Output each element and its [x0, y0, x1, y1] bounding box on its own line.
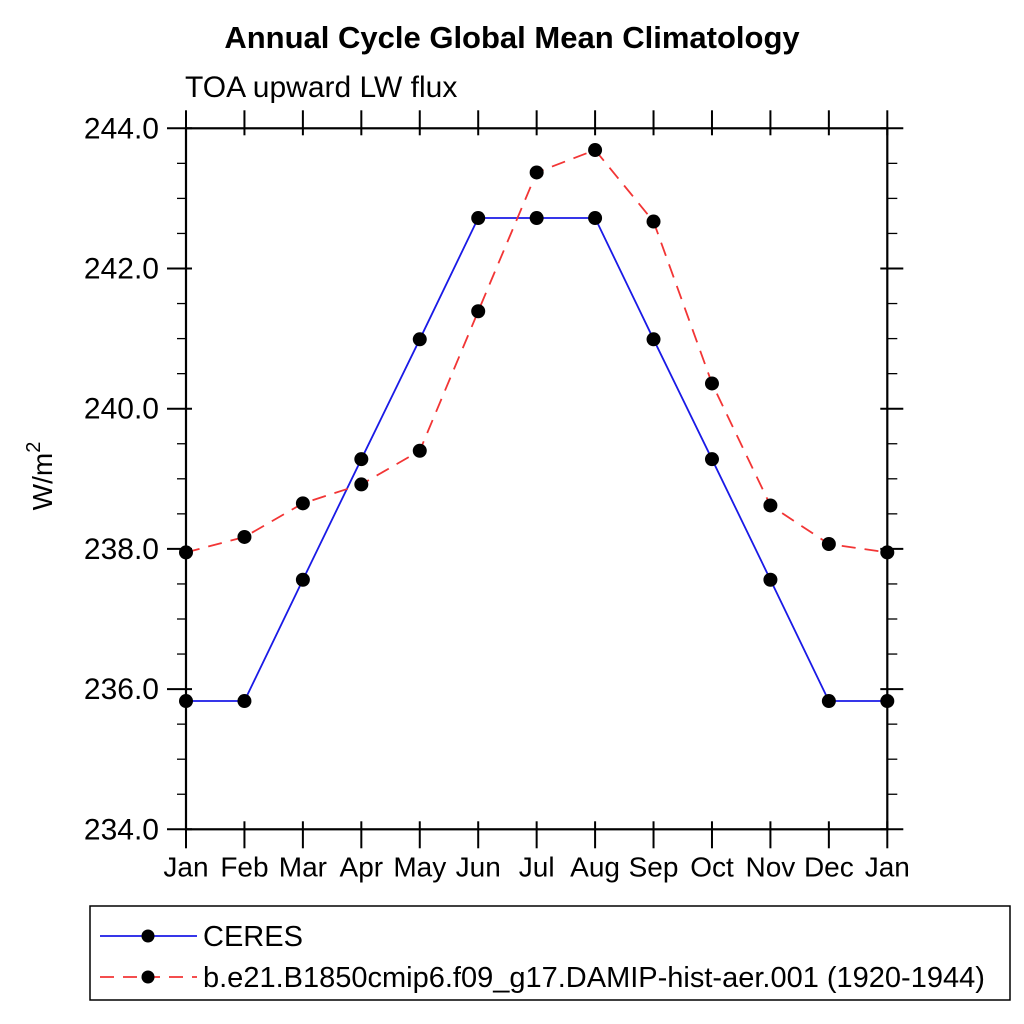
series-line-ceres	[186, 217, 888, 702]
data-point-ceres	[763, 572, 778, 587]
data-point-ceres	[295, 572, 310, 587]
x-tick-label: Jan	[865, 851, 910, 882]
x-tick-label: Aug	[570, 851, 620, 882]
data-point-model	[529, 165, 544, 180]
x-tick-label: Oct	[690, 851, 734, 882]
data-point-ceres	[354, 452, 369, 467]
x-tick-label: May	[393, 851, 446, 882]
data-point-ceres	[529, 211, 544, 226]
data-point-ceres	[471, 211, 486, 226]
data-point-model	[763, 498, 778, 513]
legend: CERES b.e21.B1850cmip6.f09_g17.DAMIP-hist…	[89, 905, 1011, 1001]
data-point-model	[471, 304, 486, 319]
y-axis-label-base: W/m	[27, 453, 58, 511]
chart-subtitle: TOA upward LW flux	[185, 71, 457, 104]
y-tick-label: 234.0	[84, 813, 159, 846]
data-point-ceres	[179, 694, 193, 709]
y-axis-label-superscript: 2	[23, 442, 45, 453]
plot-frame	[184, 127, 889, 831]
data-point-ceres	[412, 332, 427, 347]
x-tick-label: Mar	[279, 851, 327, 882]
plot-area: Jan Feb Mar Apr May Jun Jul Aug Sep Oct Nov Dec Jan2…	[84, 110, 910, 882]
chart-title: Annual Cycle Global Mean Climatology	[224, 20, 800, 55]
x-tick-label: Feb	[220, 851, 268, 882]
legend-marker-model	[141, 970, 155, 984]
y-tick-label: 244.0	[84, 112, 159, 145]
data-point-model	[354, 477, 369, 492]
data-point-model	[646, 214, 661, 229]
data-point-model	[295, 496, 310, 511]
y-tick-label: 242.0	[84, 253, 159, 286]
data-point-ceres	[704, 452, 719, 467]
data-point-model	[588, 143, 603, 158]
data-point-model	[237, 529, 252, 544]
data-point-ceres	[646, 332, 661, 347]
y-axis-label: W/m2	[23, 442, 58, 511]
x-tick-label: Dec	[804, 851, 854, 882]
data-point-model	[821, 536, 836, 551]
data-point-ceres	[588, 211, 603, 226]
data-point-ceres	[237, 694, 252, 709]
data-point-model	[179, 545, 193, 560]
x-tick-label: Jul	[519, 851, 555, 882]
data-point-model	[880, 545, 895, 560]
legend-box	[89, 905, 1011, 1001]
data-point-model	[412, 443, 427, 458]
legend-label-ceres: CERES	[203, 921, 303, 953]
legend-label-model: b.e21.B1850cmip6.f09_g17.DAMIP-hist-aer.…	[203, 962, 985, 994]
data-point-model	[704, 376, 719, 391]
x-tick-label: Sep	[629, 851, 679, 882]
x-tick-label: Jan	[163, 851, 208, 882]
y-tick-label: 240.0	[84, 393, 159, 426]
data-point-ceres	[821, 694, 836, 709]
y-tick-label: 236.0	[84, 673, 159, 706]
x-tick-label: Apr	[340, 851, 384, 882]
legend-marker-ceres	[141, 929, 155, 943]
y-tick-label: 238.0	[84, 533, 159, 566]
series-line-model	[185, 148, 888, 554]
x-tick-label: Nov	[746, 851, 796, 882]
data-point-ceres	[880, 694, 895, 709]
x-tick-label: Jun	[456, 851, 501, 882]
